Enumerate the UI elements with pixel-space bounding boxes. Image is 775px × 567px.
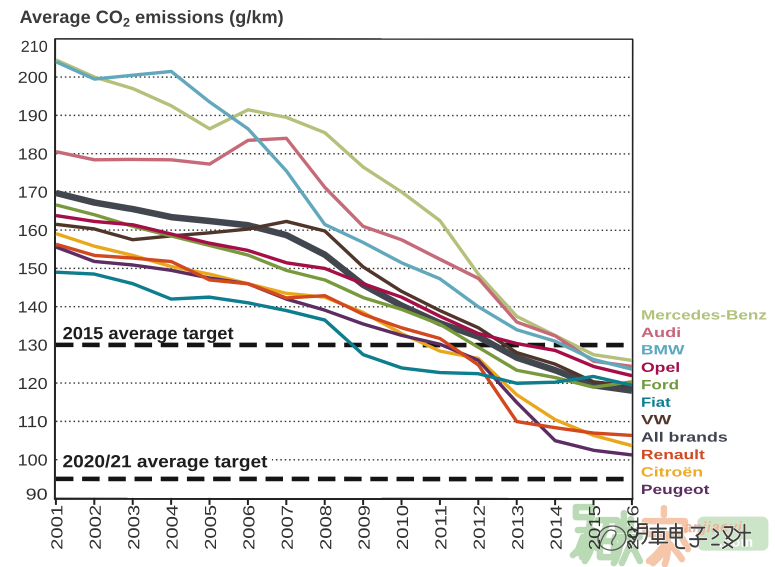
svg-text:2006: 2006 [241, 505, 258, 550]
svg-text:90: 90 [26, 487, 48, 504]
svg-text:110: 110 [18, 414, 48, 431]
svg-text:Ford: Ford [641, 377, 679, 392]
svg-text:2016: 2016 [625, 505, 642, 550]
svg-text:Mercedes-Benz: Mercedes-Benz [641, 307, 767, 322]
svg-text:2009: 2009 [357, 505, 374, 550]
svg-text:Opel: Opel [641, 360, 680, 375]
svg-text:Citroën: Citroën [641, 465, 703, 480]
svg-text:2002: 2002 [88, 505, 105, 550]
svg-text:2015 average target: 2015 average target [63, 323, 234, 343]
svg-text:Renault: Renault [641, 447, 706, 462]
svg-text:Audi: Audi [641, 325, 681, 340]
svg-text:180: 180 [18, 146, 48, 163]
svg-text:Peugeot: Peugeot [641, 482, 710, 497]
svg-text:2007: 2007 [280, 505, 297, 550]
svg-text:All brands: All brands [641, 430, 728, 445]
svg-text:2010: 2010 [395, 505, 412, 550]
svg-text:2014: 2014 [549, 505, 566, 550]
svg-text:200: 200 [18, 70, 48, 87]
svg-text:2001: 2001 [49, 505, 66, 550]
svg-text:2008: 2008 [318, 505, 335, 550]
svg-text:2020/21 average target: 2020/21 average target [63, 451, 268, 471]
svg-text:Average CO2 emissions (g/km): Average CO2 emissions (g/km) [20, 7, 284, 30]
svg-text:Fiat: Fiat [641, 395, 671, 410]
svg-text:VW: VW [641, 412, 672, 427]
svg-text:2003: 2003 [126, 505, 143, 550]
svg-text:120: 120 [18, 376, 48, 393]
svg-text:140: 140 [18, 299, 48, 316]
svg-text:2012: 2012 [472, 505, 489, 550]
svg-text:130: 130 [18, 338, 48, 355]
svg-text:160: 160 [18, 223, 48, 240]
svg-text:2011: 2011 [433, 505, 450, 550]
svg-text:170: 170 [18, 185, 48, 202]
svg-text:2013: 2013 [510, 505, 527, 550]
svg-text:100: 100 [18, 452, 48, 469]
svg-text:150: 150 [18, 261, 48, 278]
svg-text:2004: 2004 [165, 505, 182, 550]
svg-text:2005: 2005 [203, 505, 220, 550]
svg-text:2015: 2015 [587, 505, 604, 550]
svg-text:210: 210 [21, 39, 48, 56]
svg-text:BMW: BMW [641, 342, 685, 357]
svg-text:190: 190 [18, 108, 48, 125]
svg-text:anjiaeyi: anjiaeyi [684, 519, 743, 536]
